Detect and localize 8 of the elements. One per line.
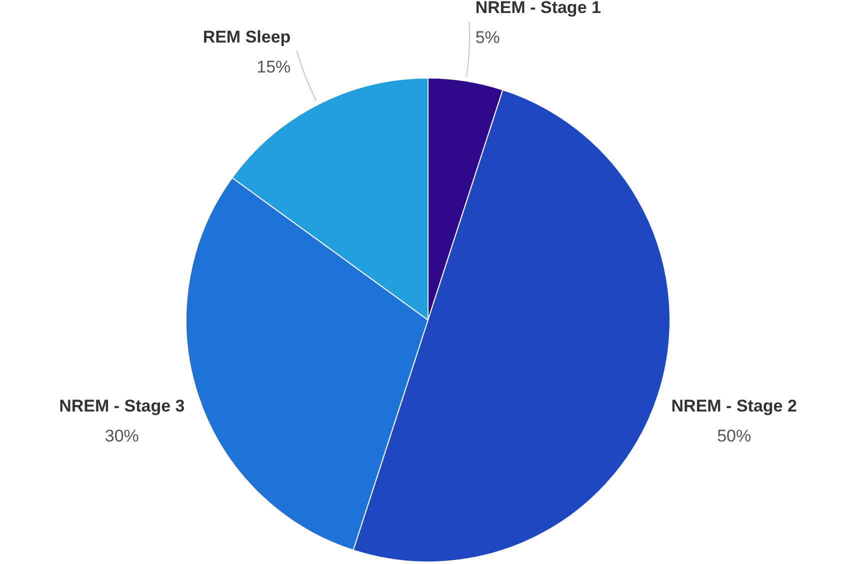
slice-label: NREM - Stage 2 bbox=[671, 396, 797, 416]
data-label: 50% bbox=[717, 426, 752, 446]
data-label: 30% bbox=[104, 426, 139, 446]
data-label: 5% bbox=[475, 28, 500, 48]
slice-label: NREM - Stage 3 bbox=[59, 396, 185, 416]
data-label: 15% bbox=[256, 57, 291, 76]
slice-label: NREM - Stage 1 bbox=[475, 0, 601, 18]
slice-label: REM Sleep bbox=[202, 27, 291, 46]
